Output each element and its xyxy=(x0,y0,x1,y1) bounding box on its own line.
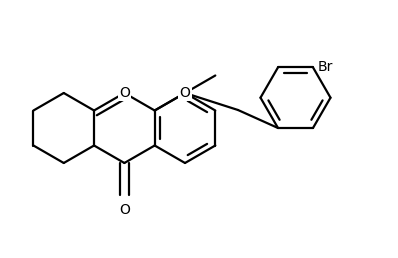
Text: O: O xyxy=(119,203,130,216)
Text: O: O xyxy=(179,86,190,100)
Text: Br: Br xyxy=(318,60,334,74)
Text: O: O xyxy=(119,86,130,100)
